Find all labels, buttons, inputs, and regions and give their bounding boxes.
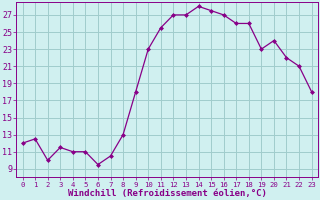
X-axis label: Windchill (Refroidissement éolien,°C): Windchill (Refroidissement éolien,°C) — [68, 189, 267, 198]
